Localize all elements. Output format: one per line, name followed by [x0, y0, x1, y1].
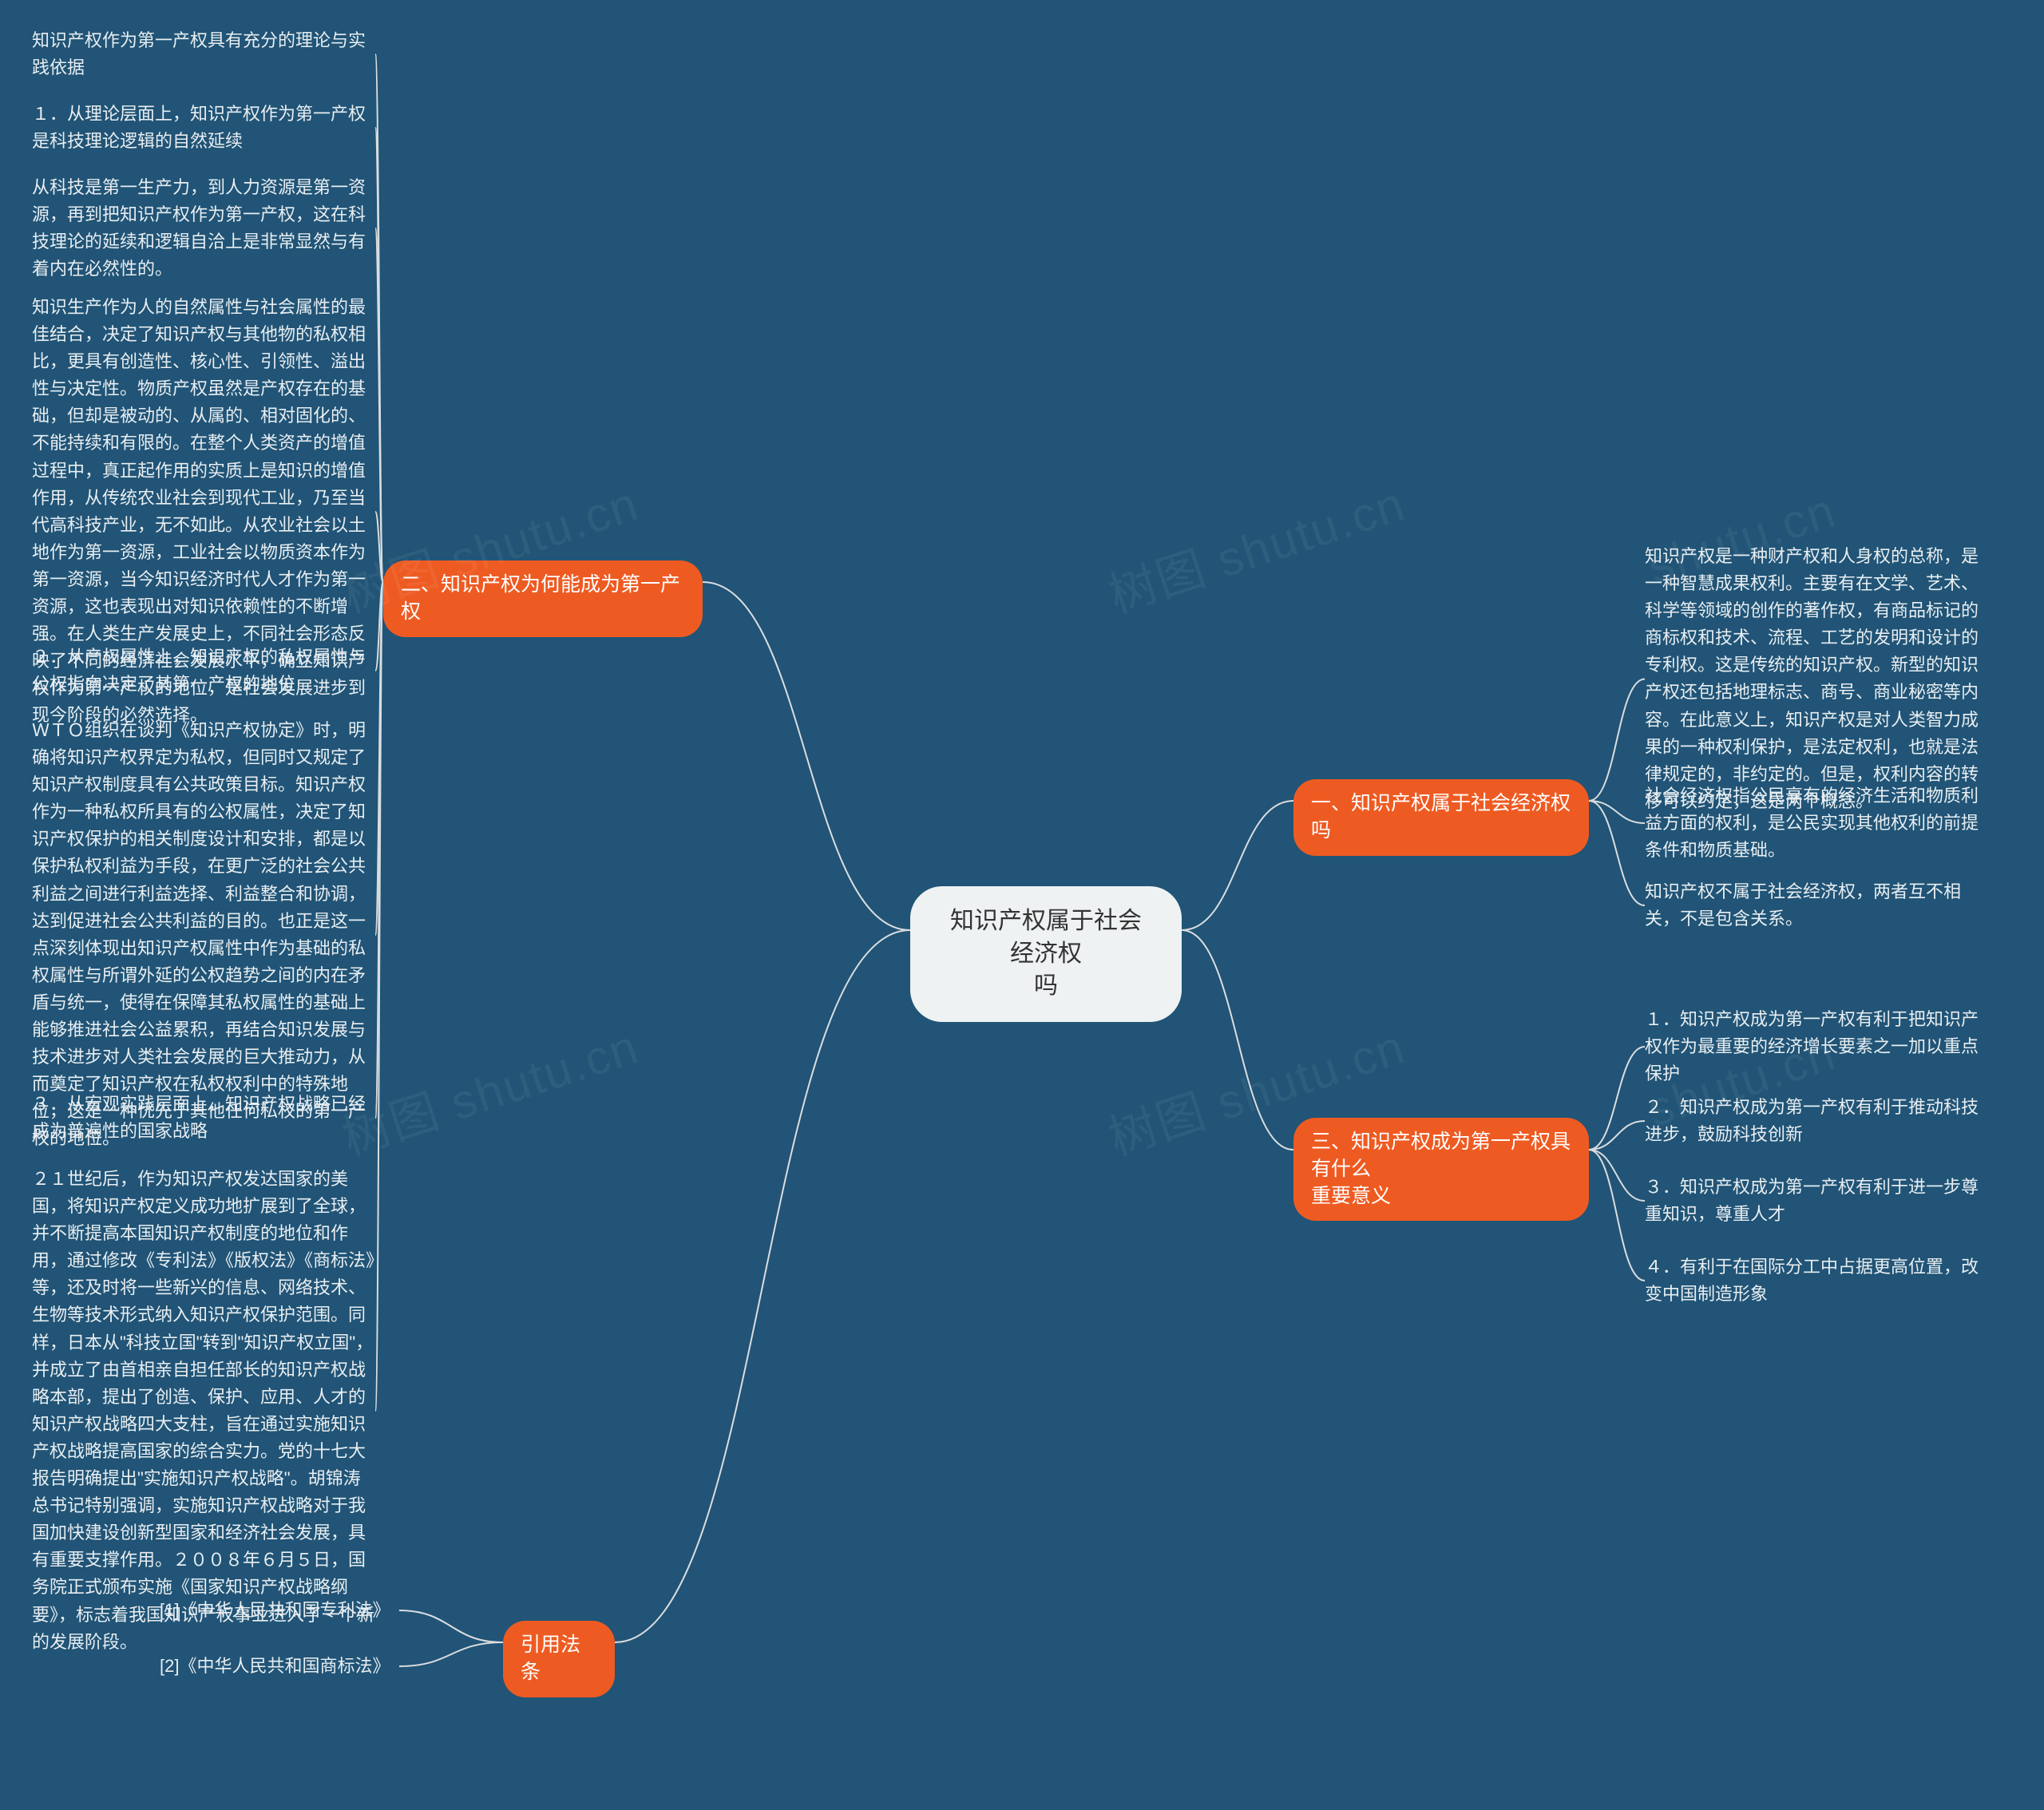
- branch-b2: 二、知识产权为何能成为第一产权: [383, 560, 703, 637]
- leaf-b3-3: ４．有利于在国际分工中占据更高位置，改变中国制造形象: [1645, 1254, 1988, 1308]
- leaf-b2-5: ＷＴＯ组织在谈判《知识产权协定》时，明确将知识产权界定为私权，但同时又规定了知识…: [32, 717, 375, 1153]
- watermark: 树图 shutu.cn: [332, 1008, 647, 1170]
- center-node: 知识产权属于社会经济权吗: [910, 886, 1182, 1022]
- leaf-b3-2: ３．知识产权成为第一产权有利于进一步尊重知识，尊重人才: [1645, 1174, 1988, 1228]
- leaf-b4-1: [2]《中华人民共和国商标法》: [160, 1653, 399, 1680]
- branch-b3: 三、知识产权成为第一产权具有什么重要意义: [1293, 1118, 1589, 1221]
- leaf-b1-1: 社会经济权指公民享有的经济生活和物质利益方面的权利，是公民实现其他权利的前提条件…: [1645, 782, 1988, 864]
- branch-b1: 一、知识产权属于社会经济权吗: [1293, 779, 1589, 856]
- leaf-b2-0: 知识产权作为第一产权具有充分的理论与实践依据: [32, 27, 375, 81]
- leaf-b1-2: 知识产权不属于社会经济权，两者互不相关，不是包含关系。: [1645, 878, 1988, 933]
- leaf-b2-1: １．从理论层面上，知识产权作为第一产权是科技理论逻辑的自然延续: [32, 101, 375, 155]
- leaf-b1-0: 知识产权是一种财产权和人身权的总称，是一种智慧成果权利。主要有在文学、艺术、科学…: [1645, 543, 1988, 815]
- leaf-b4-0: [1]《中华人民共和国专利法》: [160, 1597, 399, 1624]
- watermark: 树图 shutu.cn: [1099, 465, 1413, 627]
- branch-b4: 引用法条: [503, 1621, 615, 1697]
- leaf-b2-6: ３．从宏观实践层面上，知识产权战略已经成为普遍性的国家战略: [32, 1091, 375, 1145]
- leaf-b2-4: ２．从产权属性上，知识产权的私权属性与公权指向决定了其第一产权的地位: [32, 644, 375, 698]
- leaf-b2-7: ２１世纪后，作为知识产权发达国家的美国，将知识产权定义成功地扩展到了全球，并不断…: [32, 1166, 375, 1656]
- leaf-b3-1: ２．知识产权成为第一产权有利于推动科技进步，鼓励科技创新: [1645, 1094, 1988, 1148]
- leaf-b2-2: 从科技是第一生产力，到人力资源是第一资源，再到把知识产权作为第一产权，这在科技理…: [32, 174, 375, 283]
- leaf-b3-0: １．知识产权成为第一产权有利于把知识产权作为最重要的经济增长要素之一加以重点保护: [1645, 1006, 1988, 1087]
